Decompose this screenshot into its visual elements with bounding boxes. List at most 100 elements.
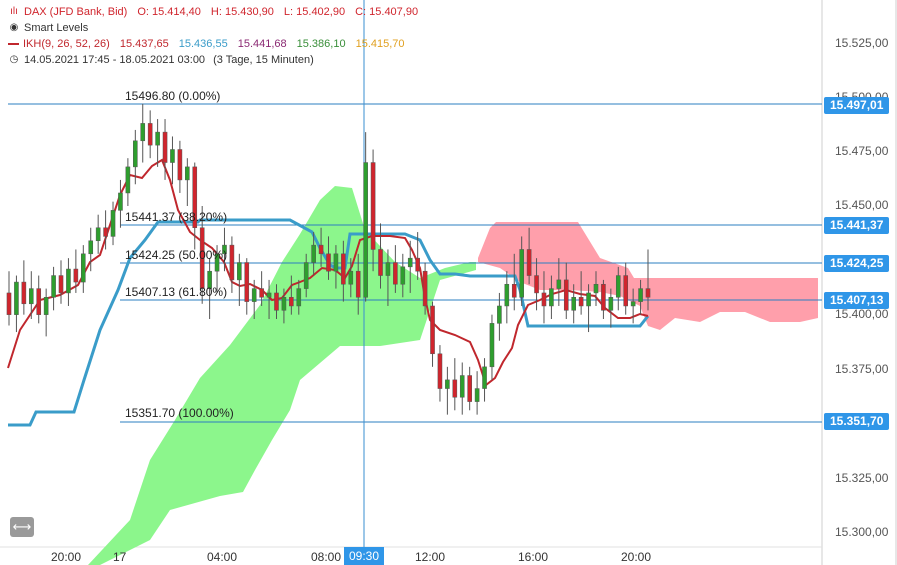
candle-body (638, 288, 643, 302)
ikh-swatch (8, 43, 19, 45)
x-tick: 08:00 (311, 550, 342, 564)
price-tag-crosshair: 15.497,01 (824, 97, 890, 114)
candle-body (445, 379, 450, 389)
candle-body (645, 288, 651, 298)
ikh-value-chikou: 15.441,68 (237, 38, 287, 50)
target-icon: ◉ (9, 22, 19, 33)
price-tag-fib-38: 15.441,37 (824, 217, 890, 234)
candle-body (623, 275, 629, 307)
candle-body (497, 305, 502, 324)
candle-body (452, 379, 458, 398)
candle-body (222, 244, 227, 255)
x-tick: 17 (113, 550, 127, 564)
candle-body (526, 249, 532, 276)
candle-body (586, 292, 591, 307)
candle-body (333, 253, 339, 272)
y-tick: 15.525,00 (835, 36, 889, 50)
candle-body (88, 240, 94, 255)
candle-body (162, 131, 168, 163)
candle-body (51, 275, 56, 298)
candle-body (615, 275, 621, 298)
clock-icon: ◷ (9, 54, 19, 65)
fib-label-38: 15441.37 (38.20%) (125, 210, 228, 224)
price-tag-fib-61: 15.407,13 (824, 292, 890, 309)
candle-body (110, 210, 116, 237)
candle-body (140, 123, 146, 142)
fib-label-50: 15424.25 (50.00%) (125, 248, 228, 262)
price-tag-fib-50: 15.424,25 (824, 255, 890, 272)
candle-body (266, 292, 272, 298)
chart-legend: ılı DAX (JFD Bank, Bid) O: 15.414,40 H: … (8, 4, 418, 68)
candle-body (125, 166, 131, 194)
candle-body (21, 281, 27, 305)
candlestick-icon: ılı (10, 6, 18, 17)
candle-body (311, 244, 316, 263)
candle-body (415, 257, 420, 272)
y-tick: 15.325,00 (835, 471, 889, 485)
candle-body (58, 275, 64, 294)
y-tick: 15.375,00 (835, 362, 889, 376)
candle-body (296, 288, 302, 307)
y-tick: 15.400,00 (835, 307, 889, 321)
fib-label-100: 15351.70 (100.00%) (125, 406, 234, 420)
tenkan-line (7, 158, 649, 387)
candle-body (259, 288, 264, 298)
candle-body (400, 266, 406, 285)
candle-body (28, 288, 34, 305)
candle-body (43, 297, 49, 315)
kijun-line (8, 218, 650, 427)
ikh-value-kijun: 15.436,55 (178, 38, 228, 50)
candle-body (73, 268, 79, 283)
y-tick: 15.475,00 (835, 144, 889, 158)
candle-body (6, 292, 12, 315)
crosshair-time-tag: 09:30 (344, 547, 385, 565)
candle-body (326, 253, 331, 272)
candle-body (549, 288, 554, 307)
ohlc-close: C: 15.407,90 (355, 6, 419, 18)
candle-body (14, 281, 19, 315)
candle-body (593, 283, 599, 294)
smart-levels-label: Smart Levels (24, 22, 89, 34)
ikh-value-senkou-b: 15.415,70 (355, 38, 405, 50)
price-tag-fib-100: 15.351,70 (824, 413, 890, 430)
candle-body (199, 227, 205, 289)
kumo-bullish (88, 186, 476, 565)
ikh-value-tenkan: 15.437,65 (119, 38, 169, 50)
candle-body (229, 244, 235, 281)
candle-body (155, 131, 160, 146)
candle-body (437, 353, 443, 389)
ohlc-high: H: 15.430,90 (210, 6, 274, 18)
candle-body (363, 162, 368, 298)
candle-body (370, 162, 376, 250)
candle-body (459, 375, 465, 398)
period-label: (3 Tage, 15 Minuten) (213, 54, 314, 66)
candle-body (563, 279, 569, 311)
kumo-bearish (478, 222, 818, 330)
candle-body (355, 270, 361, 298)
y-tick: 15.300,00 (835, 525, 889, 539)
candle-body (541, 292, 547, 307)
candle-body (133, 140, 138, 168)
candle-body (348, 270, 354, 285)
candle-body (66, 268, 71, 294)
scroll-arrows-button[interactable]: ⟷ (10, 517, 34, 537)
candle-body (103, 227, 108, 237)
candle-body (274, 292, 279, 311)
ohlc-low: L: 15.402,90 (283, 6, 346, 18)
x-tick: 16:00 (518, 550, 549, 564)
candle-body (341, 253, 346, 285)
candle-body (571, 297, 576, 311)
candle-body (467, 375, 472, 402)
candle-body (251, 288, 257, 302)
candle-body (474, 388, 480, 402)
candle-body (177, 149, 183, 181)
x-tick: 12:00 (415, 550, 446, 564)
fib-label-0: 15496.80 (0.00%) (125, 89, 221, 103)
candle-body (214, 253, 220, 272)
candle-body (81, 253, 86, 283)
candle-body (489, 323, 495, 368)
candle-body (95, 227, 101, 242)
candle-body (556, 279, 562, 289)
candle-body (601, 283, 606, 311)
